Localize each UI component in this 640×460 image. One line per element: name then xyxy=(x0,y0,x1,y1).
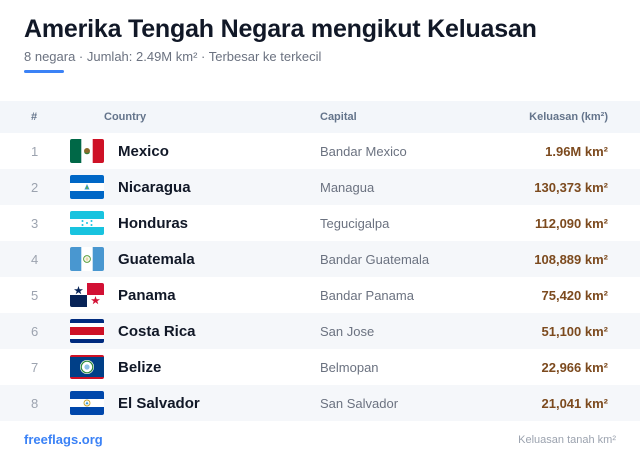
nicaragua-flag-icon xyxy=(70,175,104,199)
costa-rica-flag-icon xyxy=(70,319,104,343)
row-rank: 3 xyxy=(31,215,39,231)
row-rank: 1 xyxy=(31,143,39,159)
table-row: 6 Costa Rica San Jose 51,100 km² xyxy=(0,313,640,349)
table-header: # Country Capital Keluasan (km²) xyxy=(0,101,640,133)
row-area: 75,420 km² xyxy=(541,287,609,303)
page-subtitle: 8 negara · Jumlah: 2.49M km² · Terbesar … xyxy=(24,49,322,64)
row-area: 51,100 km² xyxy=(541,323,609,339)
row-capital: Managua xyxy=(320,179,375,195)
row-area: 1.96M km² xyxy=(545,143,608,159)
row-capital: Tegucigalpa xyxy=(320,215,390,231)
footer-note: Keluasan tanah km² xyxy=(518,433,616,446)
row-area: 21,041 km² xyxy=(541,395,609,411)
row-country: Honduras xyxy=(118,214,189,232)
table-row: 8 El Salvador San Salvador 21,041 km² xyxy=(0,385,640,421)
panama-flag-icon xyxy=(70,283,104,307)
column-header-capital: Capital xyxy=(320,111,357,123)
row-rank: 8 xyxy=(31,395,39,411)
countries-table: # Country Capital Keluasan (km²) 1 Mexic… xyxy=(0,101,640,421)
row-country: Nicaragua xyxy=(118,178,191,196)
honduras-flag-icon xyxy=(70,211,104,235)
row-country: Mexico xyxy=(118,142,169,160)
row-area: 112,090 km² xyxy=(534,215,608,231)
guatemala-flag-icon xyxy=(70,247,104,271)
title-accent-bar xyxy=(24,70,64,73)
row-capital: Bandar Panama xyxy=(320,287,414,303)
column-header-rank: # xyxy=(31,111,38,123)
row-rank: 7 xyxy=(31,359,39,375)
page-title: Amerika Tengah Negara mengikut Keluasan xyxy=(24,15,537,43)
row-area: 130,373 km² xyxy=(534,179,608,195)
row-country: Panama xyxy=(118,286,176,304)
row-country: Costa Rica xyxy=(118,322,196,340)
row-capital: Belmopan xyxy=(320,359,379,375)
row-rank: 4 xyxy=(31,251,39,267)
column-header-country: Country xyxy=(104,111,147,123)
table-row: 5 Panama Bandar Panama 75,420 km² xyxy=(0,277,640,313)
table-row: 1 Mexico Bandar Mexico 1.96M km² xyxy=(0,133,640,169)
row-country: Belize xyxy=(118,358,162,376)
belize-flag-icon xyxy=(70,355,104,379)
header: Amerika Tengah Negara mengikut Keluasan … xyxy=(24,14,624,73)
column-header-area: Keluasan (km²) xyxy=(529,111,608,123)
el-salvador-flag-icon xyxy=(70,391,104,415)
footer: freeflags.org Keluasan tanah km² xyxy=(24,432,616,447)
row-area: 22,966 km² xyxy=(541,359,609,375)
row-country: El Salvador xyxy=(118,394,200,412)
row-capital: Bandar Mexico xyxy=(320,143,407,159)
table-row: 3 Honduras Tegucigalpa 112,090 km² xyxy=(0,205,640,241)
table-row: 7 Belize Belmopan 22,966 km² xyxy=(0,349,640,385)
row-area: 108,889 km² xyxy=(534,251,608,267)
row-rank: 6 xyxy=(31,323,39,339)
row-country: Guatemala xyxy=(118,250,195,268)
row-rank: 2 xyxy=(31,179,39,195)
table-row: 4 Guatemala Bandar Guatemala 108,889 km² xyxy=(0,241,640,277)
table-row: 2 Nicaragua Managua 130,373 km² xyxy=(0,169,640,205)
row-capital: San Jose xyxy=(320,323,375,339)
row-capital: San Salvador xyxy=(320,395,399,411)
row-rank: 5 xyxy=(31,287,39,303)
mexico-flag-icon xyxy=(70,139,104,163)
row-capital: Bandar Guatemala xyxy=(320,251,430,267)
brand-link[interactable]: freeflags.org xyxy=(24,432,103,447)
